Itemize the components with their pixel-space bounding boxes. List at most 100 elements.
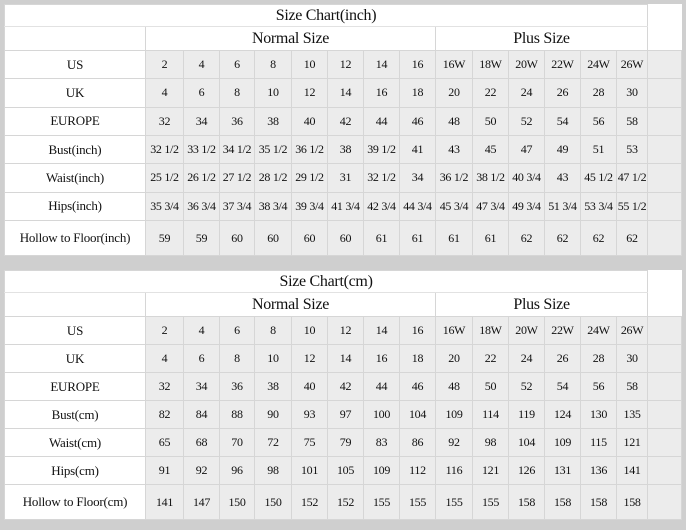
empty-cell	[647, 428, 682, 457]
size-cell: 93	[291, 400, 328, 429]
row-label: Hips(inch)	[4, 191, 146, 222]
size-cell: 50	[472, 372, 509, 401]
size-cell: 41 3/4	[327, 191, 364, 222]
size-cell: 45	[472, 134, 509, 165]
size-cell: 101	[291, 456, 328, 485]
size-cell: 32	[145, 106, 184, 136]
size-cell: 26W	[615, 316, 649, 345]
size-cell: 6	[183, 78, 220, 108]
size-cell: 62	[508, 220, 545, 256]
size-cell: 8	[219, 344, 255, 373]
size-cell: 18W	[472, 316, 509, 345]
size-cell: 38 1/2	[472, 163, 509, 193]
size-cell: 12	[291, 344, 328, 373]
size-table: Size Chart(inch) Normal Size Plus Size US 2 4…	[3, 4, 682, 256]
size-cell: 18	[399, 78, 436, 108]
table-row: Bust(inch) 32 1/2 33 1/2 34 1/2 35 1/2 36 1/2…	[4, 134, 682, 165]
size-cell: 61	[435, 220, 473, 256]
size-cell: 150	[219, 484, 255, 520]
size-cell: 10	[291, 316, 328, 345]
size-cell: 28	[580, 78, 617, 108]
size-cell: 33 1/2	[183, 134, 220, 165]
size-cell: 100	[363, 400, 400, 429]
size-cell: 51 3/4	[544, 191, 581, 222]
row-label: Hollow to Floor(cm)	[4, 484, 146, 520]
row-label: US	[4, 316, 146, 345]
size-cell: 14	[327, 344, 364, 373]
plus-size-header: Plus Size	[434, 26, 649, 51]
table-row: UK 4 6 8 10 12 14 16 18 20 22 24 26 28 30	[4, 78, 682, 108]
size-cell: 24	[508, 78, 545, 108]
size-cell: 20	[435, 78, 473, 108]
normal-size-header: Normal Size	[145, 292, 436, 317]
size-cell: 158	[508, 484, 545, 520]
size-cell: 84	[183, 400, 220, 429]
size-cell: 47 1/2	[615, 163, 649, 193]
chart-title: Size Chart(inch)	[3, 4, 649, 27]
size-cell: 16	[399, 316, 436, 345]
size-cell: 88	[219, 400, 255, 429]
empty-cell	[647, 49, 682, 80]
size-cell: 52	[508, 372, 545, 401]
table-row: UK 4 6 8 10 12 14 16 18 20 22 24 26 28 30	[4, 344, 682, 373]
size-cell: 83	[363, 428, 400, 457]
size-cell: 14	[363, 316, 400, 345]
size-cell: 51	[580, 134, 617, 165]
size-cell: 126	[508, 456, 545, 485]
size-cell: 60	[219, 220, 255, 256]
size-cell: 152	[327, 484, 364, 520]
size-cell: 10	[254, 344, 292, 373]
size-cell: 20	[435, 344, 473, 373]
size-cell: 36 3/4	[183, 191, 220, 222]
size-cell: 41	[399, 134, 436, 165]
size-cell: 36 1/2	[291, 134, 328, 165]
size-cell: 48	[435, 106, 473, 136]
size-cell: 27 1/2	[219, 163, 255, 193]
size-cell: 35 1/2	[254, 134, 292, 165]
size-cell: 30	[615, 344, 649, 373]
size-cell: 10	[254, 78, 292, 108]
size-cell: 131	[544, 456, 581, 485]
size-cell: 12	[291, 78, 328, 108]
size-cell: 121	[615, 428, 649, 457]
size-cell: 28	[580, 344, 617, 373]
size-cell: 24	[508, 344, 545, 373]
size-cell: 22	[472, 344, 509, 373]
size-cell: 50	[472, 106, 509, 136]
size-cell: 62	[615, 220, 649, 256]
size-cell: 32	[145, 372, 184, 401]
size-cell: 32 1/2	[145, 134, 184, 165]
size-cell: 62	[544, 220, 581, 256]
size-cell: 44 3/4	[399, 191, 436, 222]
empty-cell	[647, 400, 682, 429]
size-cell: 16W	[435, 49, 473, 80]
size-cell: 34	[399, 163, 436, 193]
size-cell: 35 3/4	[145, 191, 184, 222]
empty-cell	[647, 163, 682, 193]
size-cell: 92	[435, 428, 473, 457]
size-cell: 152	[291, 484, 328, 520]
size-cell: 147	[183, 484, 220, 520]
size-cell: 136	[580, 456, 617, 485]
size-cell: 115	[580, 428, 617, 457]
size-cell: 54	[544, 372, 581, 401]
section-header-row: Normal Size Plus Size	[4, 292, 682, 317]
size-cell: 39 1/2	[363, 134, 400, 165]
blank-cell	[4, 26, 146, 51]
size-cell: 62	[580, 220, 617, 256]
size-cell: 6	[219, 49, 255, 80]
table-row: Hips(cm) 91 92 96 98 101 105 109 112 116 121 126 131…	[4, 456, 682, 485]
chart-title: Size Chart(cm)	[3, 270, 649, 293]
size-cell: 155	[363, 484, 400, 520]
size-cell: 22W	[544, 49, 581, 80]
size-cell: 114	[472, 400, 509, 429]
empty-cell	[647, 106, 682, 136]
row-label: EUROPE	[4, 372, 146, 401]
size-cell: 34 1/2	[219, 134, 255, 165]
size-cell: 28 1/2	[254, 163, 292, 193]
size-cell: 47	[508, 134, 545, 165]
size-cell: 42	[327, 106, 364, 136]
size-cell: 26W	[615, 49, 649, 80]
size-cell: 31	[327, 163, 364, 193]
size-cell: 158	[580, 484, 617, 520]
